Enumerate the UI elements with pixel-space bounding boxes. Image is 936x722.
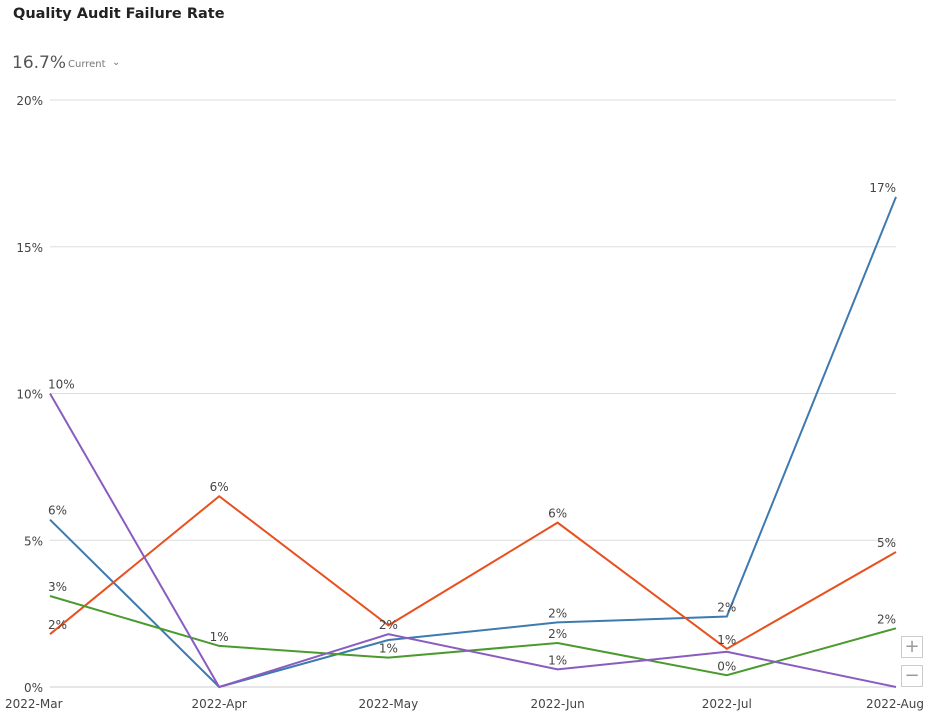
- data-label: 6%: [48, 504, 67, 518]
- x-tick-label: 2022-Jul: [702, 697, 752, 711]
- data-label: 6%: [548, 507, 567, 521]
- series-line-2: [49, 494, 897, 651]
- y-tick-label: 10%: [16, 388, 43, 402]
- y-tick-label: 20%: [16, 94, 43, 108]
- data-label: 2%: [717, 601, 736, 615]
- data-label: 5%: [877, 536, 896, 550]
- chevron-down-icon[interactable]: ⌄: [112, 57, 121, 68]
- data-label: 2%: [877, 612, 896, 626]
- x-tick-label: 2022-Apr: [192, 697, 247, 711]
- chart-title: Quality Audit Failure Rate: [13, 6, 225, 22]
- data-label: 17%: [869, 181, 896, 195]
- data-label: 1%: [379, 642, 398, 656]
- y-tick-label: 5%: [24, 534, 43, 548]
- data-label: 2%: [379, 618, 398, 632]
- series-line-4: [49, 393, 897, 689]
- x-tick-label: 2022-Aug: [866, 697, 924, 711]
- x-tick-label: 2022-May: [359, 697, 419, 711]
- current-value: 16.7%: [12, 53, 67, 73]
- data-label: 3%: [48, 580, 67, 594]
- series-line-3: [49, 595, 897, 677]
- data-label: 2%: [48, 618, 67, 632]
- data-label: 0%: [717, 659, 736, 673]
- x-tick-label: 2022-Mar: [5, 697, 63, 711]
- x-tick-label: 2022-Jun: [530, 697, 584, 711]
- zoom-out-button[interactable]: −: [901, 665, 923, 687]
- y-tick-label: 15%: [16, 241, 43, 255]
- data-label: 1%: [548, 653, 567, 667]
- data-label: 1%: [717, 633, 736, 647]
- y-tick-label: 0%: [24, 681, 43, 695]
- data-label: 2%: [548, 627, 567, 641]
- data-label: 6%: [210, 480, 229, 494]
- current-selector[interactable]: Current: [68, 59, 106, 70]
- data-label: 1%: [210, 630, 229, 644]
- series-line-1: [49, 196, 897, 689]
- data-label: 10%: [48, 378, 75, 392]
- data-label: 2%: [548, 606, 567, 620]
- zoom-in-button[interactable]: +: [901, 636, 923, 658]
